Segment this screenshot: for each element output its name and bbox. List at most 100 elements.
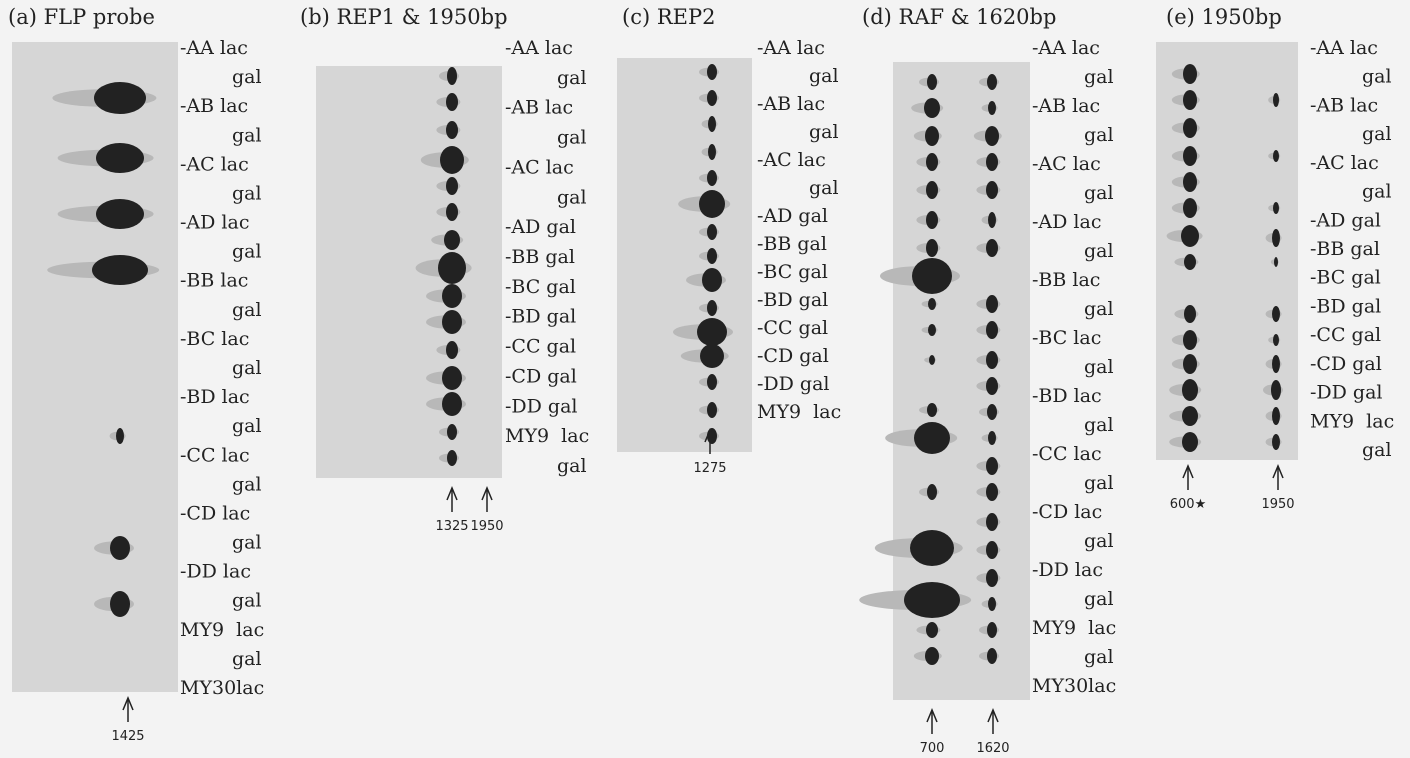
lane-label: -CD gal [757, 345, 829, 367]
lane-label: -CC lac [1032, 443, 1102, 465]
band [440, 146, 464, 174]
band [110, 591, 130, 617]
lane-label: -BC lac [180, 328, 249, 350]
band [926, 211, 938, 229]
lane-label: -BC gal [505, 276, 576, 298]
lane-label: gal [1084, 66, 1114, 88]
lane-label: -CD gal [1310, 353, 1382, 375]
lane-label: -AD gal [505, 216, 576, 238]
band [447, 450, 457, 466]
lane-label: MY9 lac [505, 425, 589, 447]
lane-label: -AD lac [180, 212, 249, 234]
lane-label: -BB lac [1032, 269, 1100, 291]
lane-label: gal [1084, 298, 1114, 320]
band [1272, 306, 1280, 322]
lane-label: gal [232, 241, 262, 263]
lane-label: -CD lac [180, 502, 250, 524]
band [926, 181, 938, 199]
band [986, 541, 998, 559]
band [1183, 354, 1197, 374]
band [926, 239, 938, 257]
lane-label: -CD lac [1032, 501, 1102, 523]
band [926, 622, 938, 638]
lane-label: gal [809, 121, 839, 143]
band [707, 170, 717, 186]
band [925, 126, 939, 146]
band [986, 295, 998, 313]
band [986, 153, 998, 171]
panel-title: (a) FLP probe [8, 5, 155, 29]
band [927, 74, 937, 90]
lane-label: gal [1084, 124, 1114, 146]
band [707, 374, 717, 390]
band [96, 199, 144, 229]
lane-label: -AB lac [1310, 94, 1378, 116]
band [707, 300, 717, 316]
band [910, 530, 954, 566]
arrow-head [704, 428, 716, 443]
lane-label: -BB gal [505, 246, 575, 268]
band [1271, 380, 1281, 400]
band [1183, 198, 1197, 218]
panel-title: (e) 1950bp [1166, 5, 1282, 29]
arrow-head [481, 486, 493, 501]
band [442, 284, 462, 308]
band [927, 484, 937, 500]
lane-label: -CC gal [1310, 324, 1381, 346]
band [986, 351, 998, 369]
band [1273, 93, 1279, 107]
lane-label: -BB gal [757, 233, 827, 255]
lane-label: -DD gal [505, 395, 578, 417]
band [446, 93, 458, 111]
band [1273, 150, 1279, 162]
lane-label: -AD gal [1310, 209, 1381, 231]
lane-label: MY30lac [1032, 675, 1116, 697]
lane-label: -AC lac [757, 149, 826, 171]
arrow-label: 1950 [1261, 497, 1294, 512]
lane-label: gal [1084, 530, 1114, 552]
lane-label: gal [1362, 439, 1392, 461]
lane-label: -AC lac [1310, 152, 1379, 174]
lane-label: -AA lac [757, 37, 825, 59]
lane-label: -BC gal [1310, 267, 1381, 289]
band [912, 258, 952, 294]
panel-title: (c) REP2 [622, 5, 715, 29]
band [929, 355, 935, 365]
band [96, 143, 144, 173]
lane-label: -CD gal [505, 365, 577, 387]
band [926, 153, 938, 171]
lane-label: -BB lac [180, 270, 248, 292]
lane-label: gal [232, 66, 262, 88]
lane-label: gal [557, 186, 587, 208]
band [986, 513, 998, 531]
band [1272, 355, 1280, 373]
band [1182, 406, 1198, 426]
band [1183, 118, 1197, 138]
arrow-label: 1275 [693, 461, 726, 476]
arrow-label: 1950 [470, 519, 503, 534]
lane-label: -DD lac [180, 561, 251, 583]
lane-label: gal [232, 182, 262, 204]
band [1182, 379, 1198, 401]
lane-label: -BD lac [1032, 385, 1102, 407]
band [702, 268, 722, 292]
band [707, 90, 717, 106]
band [438, 252, 466, 284]
band [986, 239, 998, 257]
band [987, 648, 997, 664]
lane-label: -AB lac [180, 95, 248, 117]
lane-label: gal [232, 415, 262, 437]
band [707, 248, 717, 264]
arrow-label: 1325 [435, 519, 468, 534]
band [987, 622, 997, 638]
lane-label: gal [1362, 181, 1392, 203]
lane-label: gal [1084, 472, 1114, 494]
lane-label: -AB lac [1032, 95, 1100, 117]
lane-label: gal [1084, 646, 1114, 668]
band [988, 431, 996, 445]
band [986, 377, 998, 395]
band [914, 422, 950, 454]
band [1183, 330, 1197, 350]
arrow-head [122, 696, 134, 711]
band [442, 366, 462, 390]
